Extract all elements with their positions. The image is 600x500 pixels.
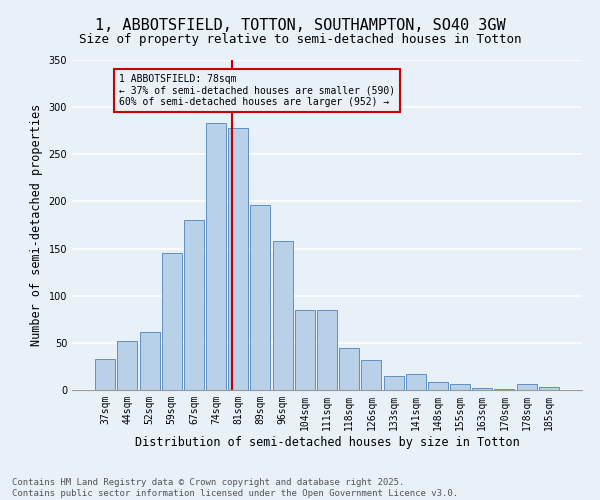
Bar — [406, 374, 426, 390]
Bar — [361, 360, 382, 390]
Bar — [295, 310, 315, 390]
Bar — [472, 388, 492, 390]
Bar — [250, 205, 271, 390]
Bar — [383, 376, 404, 390]
Bar — [140, 332, 160, 390]
Bar — [494, 389, 514, 390]
Bar — [272, 241, 293, 390]
Bar — [118, 341, 137, 390]
Bar — [184, 220, 204, 390]
X-axis label: Distribution of semi-detached houses by size in Totton: Distribution of semi-detached houses by … — [134, 436, 520, 448]
Text: 1 ABBOTSFIELD: 78sqm
← 37% of semi-detached houses are smaller (590)
60% of semi: 1 ABBOTSFIELD: 78sqm ← 37% of semi-detac… — [119, 74, 395, 108]
Bar — [317, 310, 337, 390]
Text: 1, ABBOTSFIELD, TOTTON, SOUTHAMPTON, SO40 3GW: 1, ABBOTSFIELD, TOTTON, SOUTHAMPTON, SO4… — [95, 18, 505, 32]
Text: Size of property relative to semi-detached houses in Totton: Size of property relative to semi-detach… — [79, 32, 521, 46]
Bar — [95, 359, 115, 390]
Bar — [539, 387, 559, 390]
Bar — [339, 348, 359, 390]
Bar — [428, 382, 448, 390]
Bar — [450, 384, 470, 390]
Text: Contains HM Land Registry data © Crown copyright and database right 2025.
Contai: Contains HM Land Registry data © Crown c… — [12, 478, 458, 498]
Y-axis label: Number of semi-detached properties: Number of semi-detached properties — [30, 104, 43, 346]
Bar — [228, 128, 248, 390]
Bar — [162, 254, 182, 390]
Bar — [206, 123, 226, 390]
Bar — [517, 384, 536, 390]
